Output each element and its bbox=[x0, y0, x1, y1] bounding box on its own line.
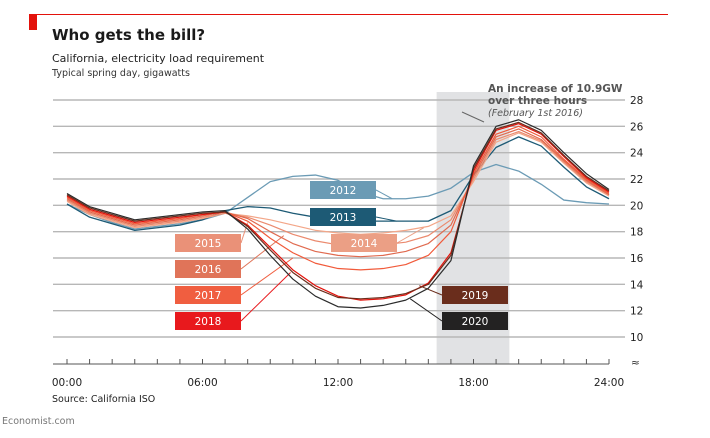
label-text-2020: 2020 bbox=[462, 316, 489, 328]
series-line-2018 bbox=[66, 123, 610, 301]
series-line-2012 bbox=[66, 163, 610, 230]
axis-break-icon: ≈ bbox=[631, 357, 640, 369]
chart-units: Typical spring day, gigawatts bbox=[52, 68, 190, 79]
series-line-2020 bbox=[66, 119, 610, 309]
annotation-line-3: (February 1st 2016) bbox=[488, 108, 583, 119]
label-text-2014: 2014 bbox=[351, 238, 378, 250]
chart-title: Who gets the bill? bbox=[52, 26, 206, 44]
leader-line-2018 bbox=[240, 272, 291, 322]
label-box-2018 bbox=[175, 312, 241, 330]
y-tick-label: 12 bbox=[630, 306, 643, 318]
leader-line-2020 bbox=[409, 298, 443, 322]
chart-subtitle: California, electricity load requirement bbox=[52, 52, 265, 65]
label-box-2017 bbox=[175, 286, 241, 304]
label-text-2015: 2015 bbox=[195, 238, 222, 250]
leader-line-2012 bbox=[375, 189, 393, 200]
label-text-2013: 2013 bbox=[330, 212, 357, 224]
y-tick-label: 28 bbox=[630, 95, 643, 107]
x-tick-label: 18:00 bbox=[458, 377, 488, 389]
series-line-2016 bbox=[66, 128, 610, 258]
annotation-line-2: over three hours bbox=[488, 95, 587, 107]
x-tick-label: 00:00 bbox=[52, 377, 82, 389]
x-tick-label: 12:00 bbox=[323, 377, 353, 389]
leader-line-2016 bbox=[240, 235, 285, 270]
series-line-2019 bbox=[66, 121, 610, 300]
label-box-2012 bbox=[310, 181, 376, 199]
annotation-line-1: An increase of 10.9GW bbox=[488, 83, 623, 95]
label-box-2020 bbox=[442, 312, 508, 330]
label-text-2012: 2012 bbox=[330, 185, 357, 197]
leader-line-2014 bbox=[396, 227, 425, 244]
y-tick-label: 16 bbox=[630, 253, 644, 265]
label-box-2015 bbox=[175, 234, 241, 252]
y-tick-label: 18 bbox=[630, 227, 643, 239]
label-text-2016: 2016 bbox=[195, 264, 222, 276]
y-tick-label: 14 bbox=[630, 279, 644, 291]
label-box-2019 bbox=[442, 286, 508, 304]
leader-line-2013 bbox=[375, 216, 397, 222]
y-tick-label: 10 bbox=[630, 332, 643, 344]
y-tick-label: 22 bbox=[630, 174, 643, 186]
label-text-2019: 2019 bbox=[462, 290, 489, 302]
label-text-2018: 2018 bbox=[195, 316, 222, 328]
top-rule bbox=[29, 14, 668, 15]
label-text-2017: 2017 bbox=[195, 290, 222, 302]
x-tick-label: 24:00 bbox=[594, 377, 624, 389]
leader-line-2019 bbox=[419, 285, 443, 296]
y-tick-label: 26 bbox=[630, 121, 644, 133]
y-tick-label: 20 bbox=[630, 200, 643, 212]
label-box-2016 bbox=[175, 260, 241, 278]
red-tag bbox=[29, 14, 37, 30]
y-tick-label: 24 bbox=[630, 148, 644, 160]
series-line-2017 bbox=[66, 125, 610, 271]
brand-footer: Economist.com bbox=[2, 416, 75, 427]
x-tick-label: 06:00 bbox=[187, 377, 217, 389]
series-line-2014 bbox=[66, 132, 610, 235]
label-box-2014 bbox=[331, 234, 397, 252]
label-box-2013 bbox=[310, 208, 376, 226]
annotation-leader bbox=[461, 111, 485, 123]
source-note: Source: California ISO bbox=[52, 394, 156, 405]
